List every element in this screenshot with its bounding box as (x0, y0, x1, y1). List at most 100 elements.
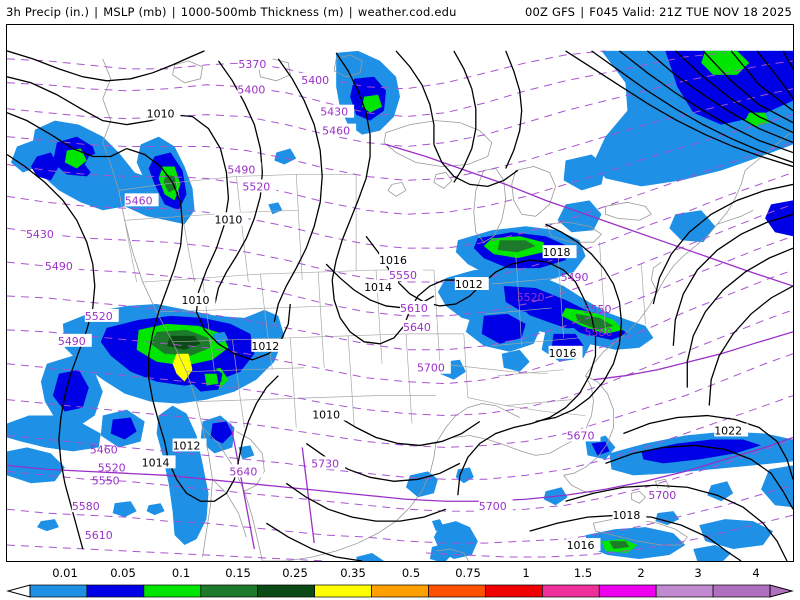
state-border (463, 333, 469, 398)
colorbar-tick-labels: 0.01 0.05 0.1 0.15 0.25 0.35 0.5 0.75 1 1.5 2 3 4 (0, 566, 800, 582)
state-border (317, 272, 325, 368)
colorbar-tick: 1.5 (573, 566, 593, 580)
thickness-contour (7, 235, 793, 351)
precip-area (52, 369, 89, 412)
state-border (232, 339, 245, 428)
precip-area (110, 417, 137, 440)
thickness-label: 5430 (320, 104, 355, 119)
svg-text:1016: 1016 (549, 347, 577, 360)
precip-area (362, 94, 383, 113)
colorbar-tick: 4 (752, 566, 760, 580)
colorbar-tick: 1 (522, 566, 530, 580)
header-model-run: 00Z GFS (524, 5, 576, 19)
isobar-label: 1014 (364, 280, 399, 294)
svg-text:1016: 1016 (567, 539, 595, 552)
svg-text:5640: 5640 (403, 321, 431, 334)
coastline (717, 209, 754, 225)
isobar-label: 1018 (542, 245, 577, 259)
precip-area (30, 152, 59, 181)
precip-area (761, 465, 793, 508)
precip-area (609, 541, 630, 550)
state-border (196, 395, 436, 402)
isobar-label: 1016 (549, 345, 583, 360)
colorbar-segment (655, 584, 714, 598)
svg-text:5550: 5550 (584, 303, 612, 316)
thickness-label: 5520 (84, 308, 119, 323)
state-border (347, 335, 355, 426)
thickness-contour (7, 484, 793, 544)
coastline (333, 54, 363, 78)
thickness-label: 5610 (84, 528, 119, 542)
isobar-label: 1012 (251, 338, 286, 353)
isobar (237, 375, 279, 462)
colorbar-segment (598, 584, 657, 598)
header-source-url: weather.cod.edu (357, 5, 457, 19)
state-border (641, 264, 646, 324)
thickness-label: 5490 (58, 333, 92, 348)
svg-text:5700: 5700 (648, 489, 676, 502)
isobar (674, 50, 793, 134)
isobar (756, 50, 793, 100)
precip-area (212, 331, 229, 344)
colorbar-segment (712, 584, 771, 598)
svg-text:5490: 5490 (227, 163, 255, 176)
precip-area (238, 445, 255, 460)
header-param-precip: 3h Precip (in.) (6, 5, 90, 19)
coastline (511, 166, 557, 217)
svg-text:5400: 5400 (301, 74, 329, 87)
isobar (335, 414, 481, 447)
precip-area (693, 545, 732, 561)
map-svg-layers: 1010 1010 1010 1010 1012 1012 1014 1014 … (7, 50, 793, 561)
svg-text:1014: 1014 (364, 281, 392, 294)
precip-colorbar: 0.01 0.05 0.1 0.15 0.25 0.35 0.5 0.75 1 1.5 2 3 4 (0, 566, 800, 600)
header-bar: 3h Precip (in.) | MSLP (mb) | 1000-500mb… (0, 0, 800, 24)
svg-text:5370: 5370 (238, 58, 266, 71)
precip-area (112, 501, 137, 518)
svg-text:5430: 5430 (26, 228, 54, 241)
svg-text:5550: 5550 (92, 474, 120, 487)
precip-area (575, 313, 614, 330)
precip-area (268, 202, 283, 215)
thickness-label: 5730 (311, 456, 346, 470)
isobar (331, 52, 371, 281)
colorbar-segment-group (29, 584, 771, 598)
isobar (7, 112, 127, 158)
precip-area (501, 349, 530, 372)
precip-area (481, 313, 526, 344)
state-border (405, 333, 413, 424)
isobar (433, 144, 519, 188)
precip-area (356, 553, 385, 561)
isobar (619, 50, 793, 154)
svg-text:5580: 5580 (72, 500, 100, 513)
isobar (535, 321, 623, 423)
coastline (563, 375, 614, 476)
precip-area (707, 481, 734, 502)
svg-text:1018: 1018 (612, 509, 640, 522)
svg-text:5610: 5610 (400, 302, 428, 315)
isobar-label: 1010 (182, 293, 216, 307)
state-border (491, 277, 558, 285)
svg-text:5490: 5490 (58, 335, 86, 348)
isobar (7, 50, 205, 82)
isobar (273, 58, 323, 323)
coastline (744, 130, 793, 171)
svg-text:1012: 1012 (251, 340, 279, 353)
svg-text:5700: 5700 (417, 362, 445, 375)
header-right-group: 00Z GFS | F045 Valid: 21Z TUE NOV 18 202… (525, 5, 792, 19)
thickness-contour-bold (229, 423, 256, 550)
thickness-label: 5610 (400, 300, 434, 315)
precip-area (429, 543, 454, 561)
coastline (433, 172, 453, 189)
thickness-label: 5460 (322, 123, 357, 138)
isobar (605, 444, 793, 510)
state-border (599, 242, 606, 332)
isobar (265, 522, 363, 561)
geography-layer (102, 54, 793, 561)
isobar-label: 1022 (714, 423, 749, 437)
map-canvas[interactable]: 1010 1010 1010 1010 1012 1012 1014 1014 … (6, 24, 794, 562)
isobar (623, 414, 793, 480)
svg-text:1014: 1014 (142, 456, 170, 469)
svg-text:5550: 5550 (389, 269, 417, 282)
coastline (435, 435, 564, 456)
precip-area (204, 373, 219, 386)
